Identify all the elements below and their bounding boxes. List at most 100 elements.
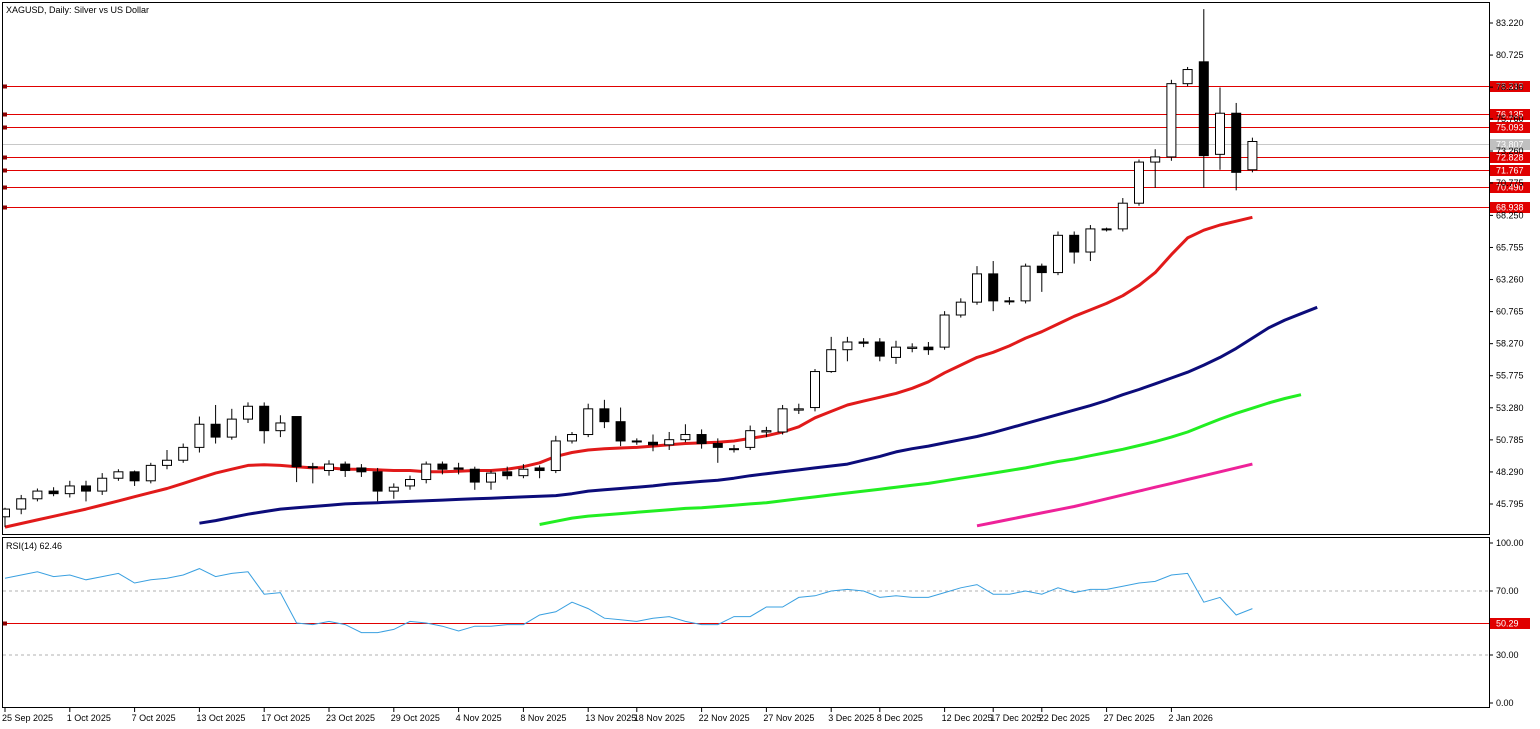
time-tick-label: 8 Dec 2025: [877, 713, 923, 723]
time-tick-label: 27 Dec 2025: [1104, 713, 1155, 723]
time-tick-label: 17 Dec 2025: [990, 713, 1041, 723]
candle-body: [891, 346, 901, 358]
candle-body: [81, 485, 91, 492]
candle-body: [421, 463, 432, 481]
rsi-line: [4, 568, 1253, 634]
price-axis: 83.220 80.725 78.230 75.760 73.260 70.775 68.2…: [1489, 18, 1524, 509]
level-price-label: 76.135: [1496, 110, 1524, 120]
candle-body: [129, 471, 140, 482]
rsi-tick-label: 100.00: [1496, 538, 1524, 548]
time-tick-label: 7 Oct 2025: [132, 713, 176, 723]
candle-body: [907, 346, 918, 349]
candle-body: [680, 434, 691, 441]
candle-body: [1020, 265, 1031, 302]
candle-body: [453, 467, 464, 470]
candlesticks: [3, 9, 1258, 528]
moving-averages: [4, 215, 1318, 529]
candle-body: [842, 341, 853, 351]
candle-body: [486, 472, 496, 483]
moving-average-line: [4, 215, 1253, 529]
level-price-tag: [1490, 182, 1530, 193]
candle-body: [291, 416, 302, 468]
candle-body: [1166, 83, 1177, 158]
level-marker: [3, 205, 7, 210]
candle-body: [388, 486, 399, 492]
time-tick-label: 12 Dec 2025: [942, 713, 993, 723]
candle-body: [3, 508, 10, 518]
candle-body: [324, 463, 334, 472]
time-tick-label: 23 Oct 2025: [326, 713, 375, 723]
level-marker: [3, 168, 7, 173]
rsi-level-tag: [1490, 618, 1530, 629]
candle-body: [275, 422, 286, 432]
candle-body: [1247, 140, 1258, 171]
level-price-tag: [1490, 109, 1530, 120]
candle-body: [793, 408, 804, 411]
candle-body: [307, 466, 318, 469]
candle-body: [1036, 265, 1047, 274]
rsi-tick-label: 70.00: [1496, 586, 1519, 596]
candle-body: [729, 448, 739, 451]
candle-body: [356, 467, 367, 473]
moving-average-line: [199, 305, 1318, 525]
price-tick-label: 65.755: [1496, 242, 1524, 252]
rsi-indicator: 100.00 70.00 30.00 0.00 50.29: [3, 538, 1530, 708]
candle-body: [972, 273, 982, 303]
candle-body: [745, 430, 756, 448]
rsi-label: RSI(14) 62.46: [6, 541, 62, 551]
time-tick-label: 22 Nov 2025: [699, 713, 750, 723]
moving-average-line: [539, 393, 1302, 526]
rsi-tick-label: 0.00: [1496, 698, 1514, 708]
price-tick-label: 48.290: [1496, 467, 1524, 477]
candle-body: [631, 440, 642, 443]
main-panel-frame: [2, 2, 1490, 535]
price-tick-label: 60.765: [1496, 307, 1524, 317]
level-price-label: 71.767: [1496, 166, 1524, 176]
price-tick-label: 75.760: [1496, 114, 1524, 124]
candle-body: [664, 439, 675, 446]
candle-body: [32, 490, 43, 500]
price-tick-label: 70.775: [1496, 178, 1524, 188]
candle-body: [988, 273, 999, 302]
price-tick-label: 63.260: [1496, 275, 1524, 285]
time-tick-label: 22 Dec 2025: [1039, 713, 1090, 723]
candle-body: [1101, 228, 1112, 231]
candle-body: [145, 464, 156, 482]
candle-body: [761, 430, 772, 433]
level-marker: [3, 112, 7, 117]
candle-body: [939, 314, 950, 348]
candle-body: [340, 463, 351, 472]
rsi-panel-frame: [2, 537, 1490, 708]
candle-body: [1198, 61, 1209, 157]
candle-body: [64, 485, 75, 495]
rsi-level-label: 50.29: [1496, 619, 1519, 629]
candle-body: [1231, 112, 1242, 173]
price-tick-label: 50.785: [1496, 435, 1524, 445]
price-tick-label: 73.260: [1496, 146, 1524, 156]
level-price-label: 75.093: [1496, 123, 1524, 133]
time-tick-label: 13 Oct 2025: [196, 713, 245, 723]
candle-body: [874, 341, 885, 357]
candle-body: [858, 341, 869, 344]
level-price-label: 78.319: [1496, 82, 1524, 92]
price-tick-label: 45.795: [1496, 499, 1524, 509]
candle-body: [469, 468, 480, 483]
candle-body: [437, 463, 448, 470]
candle-body: [648, 441, 658, 446]
candle-body: [194, 423, 205, 448]
candle-body: [712, 443, 723, 448]
candle-body: [696, 434, 707, 445]
current-price-tag: [1490, 139, 1530, 150]
candle-body: [162, 459, 172, 466]
candle-body: [550, 440, 561, 472]
candle-body: [210, 423, 221, 438]
candle-body: [1117, 202, 1128, 230]
moving-average-line: [976, 462, 1253, 528]
level-price-tag: [1490, 81, 1530, 92]
price-tick-label: 55.775: [1496, 371, 1524, 381]
candle-body: [48, 490, 59, 495]
candle-body: [405, 479, 415, 487]
candle-body: [502, 471, 513, 477]
candle-body: [1215, 112, 1225, 155]
